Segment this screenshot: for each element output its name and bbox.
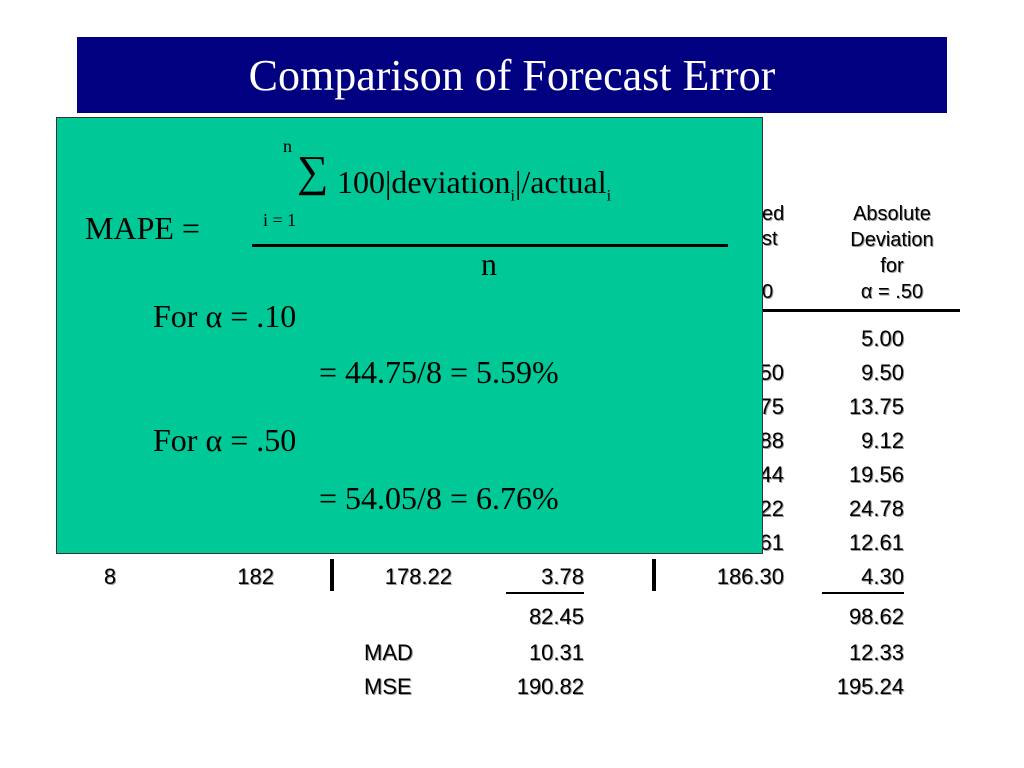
column-divider-left	[330, 559, 334, 591]
underline-a50	[822, 592, 904, 594]
mad-label: MAD	[364, 640, 413, 665]
numerator-sub-1: i	[510, 187, 515, 205]
row-5-fc: 44	[759, 462, 784, 487]
row-2-absdev: 9.50	[861, 360, 904, 385]
mape-formula-box: n ∑ i = 1 100|deviationi|/actuali MAPE =…	[56, 117, 763, 554]
underline-a10	[506, 592, 584, 594]
numerator-part-a: 100|deviation	[337, 164, 511, 200]
row-8-forecast-a50: 186.30	[716, 564, 784, 589]
mad-a10: 10.31	[528, 640, 584, 665]
absdev-header-line-3: for	[880, 255, 904, 277]
row-5-absdev: 19.56	[848, 462, 904, 487]
header-fragment-3: 0	[762, 281, 774, 303]
mse-a50: 195.24	[836, 674, 904, 699]
row-6-absdev: 24.78	[848, 496, 904, 521]
total-absdev-a10: 82.45	[528, 604, 584, 629]
mape-label: MAPE =	[85, 210, 200, 246]
mse-a10: 190.82	[516, 674, 584, 699]
row-4-fc: 88	[759, 428, 784, 453]
summation-symbol: ∑	[297, 147, 329, 196]
row-7-absdev: 12.61	[848, 530, 904, 555]
absdev-header-line-4: α = .50	[860, 281, 924, 303]
numerator-sub-2: i	[606, 187, 612, 205]
row-2-fc: 50	[759, 360, 784, 385]
absdev-header-line-2: Deviation	[850, 229, 934, 251]
fraction-bar	[252, 244, 728, 247]
row-4-absdev: 9.12	[861, 428, 904, 453]
column-divider-right	[652, 559, 656, 591]
numerator-part-b: |/actual	[514, 164, 607, 200]
mape-numerator: 100|deviationi|/actuali	[337, 164, 611, 205]
title-bar: Comparison of Forecast Error	[77, 37, 947, 113]
row-1-absdev: 5.00	[861, 326, 904, 351]
row-8-absdev-a10: 3.78	[541, 564, 584, 589]
mad-a50: 12.33	[848, 640, 904, 665]
alpha-50-label: For α = .50	[153, 422, 297, 458]
sum-upper-limit: n	[283, 136, 292, 156]
row-6-fc: 22	[759, 496, 784, 521]
total-absdev-a50: 98.62	[848, 604, 904, 629]
header-fragment-1: ed	[762, 203, 785, 225]
sum-lower-limit: i = 1	[263, 210, 297, 230]
row-8-forecast-a10: 178.22	[384, 564, 452, 589]
row-8-actual: 182	[237, 564, 274, 589]
alpha-10-result: = 44.75/8 = 5.59%	[319, 354, 559, 390]
row-7-fc: 61	[759, 530, 784, 555]
row-3-absdev: 13.75	[848, 394, 904, 419]
row-8-absdev-a50: 4.30	[861, 564, 904, 589]
alpha-50-result: = 54.05/8 = 6.76%	[319, 480, 559, 516]
slide-title: Comparison of Forecast Error	[248, 50, 776, 100]
row-8-quarter: 8	[103, 564, 117, 589]
mse-label: MSE	[364, 674, 412, 699]
absdev-header-line-1: Absolute	[853, 203, 931, 225]
header-fragment-2: st	[762, 228, 778, 250]
row-3-fc: 75	[759, 394, 784, 419]
alpha-10-label: For α = .10	[153, 298, 297, 334]
mape-denominator: n	[481, 246, 497, 282]
